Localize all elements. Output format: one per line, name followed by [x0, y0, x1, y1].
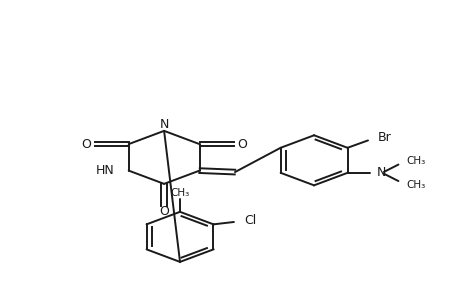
Text: CH₃: CH₃: [406, 156, 425, 166]
Text: CH₃: CH₃: [170, 188, 189, 198]
Text: O: O: [159, 205, 168, 218]
Text: O: O: [236, 138, 246, 151]
Text: N: N: [376, 166, 386, 179]
Text: Cl: Cl: [243, 214, 256, 227]
Text: N: N: [159, 118, 168, 131]
Text: CH₃: CH₃: [406, 180, 425, 190]
Text: O: O: [81, 138, 91, 151]
Text: Br: Br: [377, 131, 391, 144]
Text: HN: HN: [95, 164, 114, 177]
